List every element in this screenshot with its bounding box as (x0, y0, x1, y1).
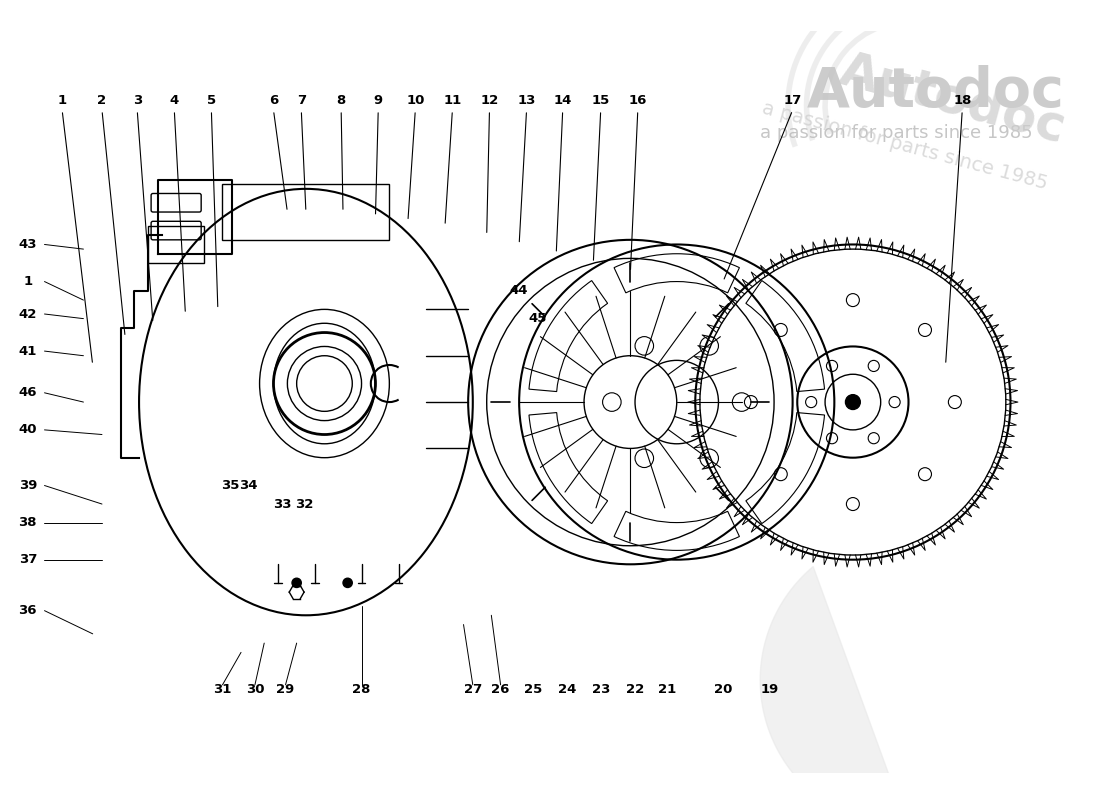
Text: 6: 6 (268, 94, 278, 107)
Text: 5: 5 (207, 94, 216, 107)
Text: 28: 28 (352, 683, 371, 696)
Polygon shape (760, 566, 909, 800)
Text: 23: 23 (592, 683, 609, 696)
Text: 29: 29 (276, 683, 295, 696)
Text: 8: 8 (337, 94, 345, 107)
Text: 13: 13 (517, 94, 536, 107)
Text: 34: 34 (239, 479, 257, 492)
Text: a passion for parts since 1985: a passion for parts since 1985 (760, 124, 1033, 142)
Text: 25: 25 (524, 683, 542, 696)
Text: 4: 4 (169, 94, 179, 107)
Text: 1: 1 (57, 94, 67, 107)
Text: 9: 9 (374, 94, 383, 107)
Text: 36: 36 (19, 604, 37, 617)
Text: 38: 38 (19, 516, 37, 529)
Text: 1: 1 (23, 275, 32, 288)
Text: 2: 2 (98, 94, 107, 107)
Text: 39: 39 (19, 479, 37, 492)
Text: 14: 14 (553, 94, 572, 107)
Text: 20: 20 (714, 683, 733, 696)
Circle shape (343, 578, 352, 587)
Text: 43: 43 (19, 238, 37, 251)
Circle shape (292, 578, 301, 587)
Text: 17: 17 (783, 94, 802, 107)
Text: 44: 44 (510, 284, 528, 298)
Text: 33: 33 (274, 498, 292, 510)
Text: 46: 46 (19, 386, 37, 399)
Text: 26: 26 (492, 683, 509, 696)
Text: 10: 10 (406, 94, 425, 107)
Text: 22: 22 (626, 683, 645, 696)
Text: 31: 31 (213, 683, 232, 696)
Text: 45: 45 (528, 312, 547, 325)
Text: 7: 7 (297, 94, 306, 107)
Text: 27: 27 (464, 683, 482, 696)
Text: 3: 3 (133, 94, 142, 107)
Bar (148, 226, 204, 263)
Text: 32: 32 (295, 498, 313, 510)
Text: 42: 42 (19, 307, 37, 321)
Text: 11: 11 (443, 94, 462, 107)
Text: 19: 19 (760, 683, 779, 696)
Circle shape (846, 394, 860, 410)
Text: 35: 35 (221, 479, 239, 492)
Text: 37: 37 (19, 553, 37, 566)
Bar (222, 184, 389, 240)
Text: 40: 40 (19, 423, 37, 436)
Text: 24: 24 (558, 683, 576, 696)
Text: 18: 18 (953, 94, 971, 107)
Text: 16: 16 (628, 94, 647, 107)
Text: a passion for parts since 1985: a passion for parts since 1985 (760, 98, 1049, 193)
Text: Autodoc: Autodoc (806, 65, 1065, 118)
Text: 41: 41 (19, 345, 37, 358)
Text: 15: 15 (592, 94, 609, 107)
Text: 30: 30 (245, 683, 264, 696)
Text: 12: 12 (481, 94, 498, 107)
Text: Autodoc: Autodoc (834, 46, 1071, 153)
Text: 21: 21 (658, 683, 676, 696)
